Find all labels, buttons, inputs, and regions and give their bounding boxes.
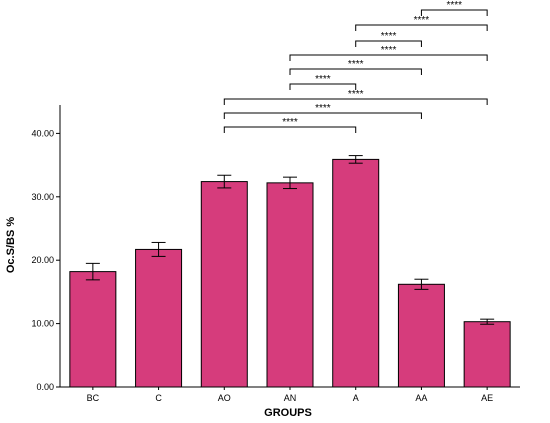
sig-label: **** <box>348 89 364 100</box>
error-bar-c <box>151 241 166 257</box>
sig-label: **** <box>315 74 331 85</box>
error-bars <box>85 155 495 325</box>
sig-label: **** <box>446 0 462 11</box>
error-bar-aa <box>414 278 429 290</box>
y-axis-title: Oc.S/BS % <box>5 217 17 273</box>
x-tick-label: A <box>353 393 359 403</box>
sig-bracket-ao-a: **** <box>223 117 357 133</box>
bar-an <box>266 182 314 388</box>
x-axis-title: GROUPS <box>264 407 312 419</box>
bar-c <box>135 248 183 388</box>
x-tick-label: AE <box>481 393 493 403</box>
sig-bracket-an-aa: **** <box>289 59 422 75</box>
bar-a <box>332 158 380 388</box>
sig-bracket-an-ae: **** <box>289 45 488 61</box>
sig-label: **** <box>348 59 364 70</box>
sig-label: **** <box>414 15 430 26</box>
sig-label: **** <box>381 45 397 56</box>
x-tick-label: C <box>155 393 162 403</box>
bar-ae <box>463 321 511 388</box>
bar-ao <box>200 181 248 388</box>
x-tick-label: AA <box>415 393 427 403</box>
sig-bracket-an-a: **** <box>289 74 357 90</box>
bars <box>69 158 511 388</box>
sig-label: **** <box>282 117 298 128</box>
sig-bracket-a-ae: **** <box>355 15 488 31</box>
sig-label: **** <box>315 103 331 114</box>
error-bar-an <box>283 176 297 190</box>
x-tick-label: BC <box>87 393 100 403</box>
error-bar-ao <box>217 174 232 189</box>
sig-bracket-aa-ae: **** <box>420 0 488 16</box>
error-bar-a <box>348 155 363 164</box>
sig-bracket-ao-ae: **** <box>223 89 488 105</box>
y-tick-label: 20.00 <box>31 255 54 265</box>
y-tick-labels: 0.00 10.00 20.00 30.00 40.00 <box>31 128 60 392</box>
sig-bracket-ao-aa: **** <box>223 103 422 119</box>
y-tick-label: 10.00 <box>31 319 54 329</box>
y-tick-label: 0.00 <box>36 382 54 392</box>
significance-brackets: **** **** **** **** **** **** **** **** **** <box>223 0 488 133</box>
bar-bc <box>69 271 117 388</box>
error-bar-bc <box>85 262 100 281</box>
sig-label: **** <box>381 31 397 42</box>
y-tick-label: 40.00 <box>31 128 54 138</box>
y-tick-label: 30.00 <box>31 192 54 202</box>
bar-aa <box>397 283 445 388</box>
sig-bracket-a-aa: **** <box>355 31 422 47</box>
x-tick-labels: BC C AO AN A AA AE <box>87 387 493 403</box>
x-tick-label: AN <box>284 393 297 403</box>
x-tick-label: AO <box>218 393 231 403</box>
error-bar-ae <box>480 318 495 325</box>
